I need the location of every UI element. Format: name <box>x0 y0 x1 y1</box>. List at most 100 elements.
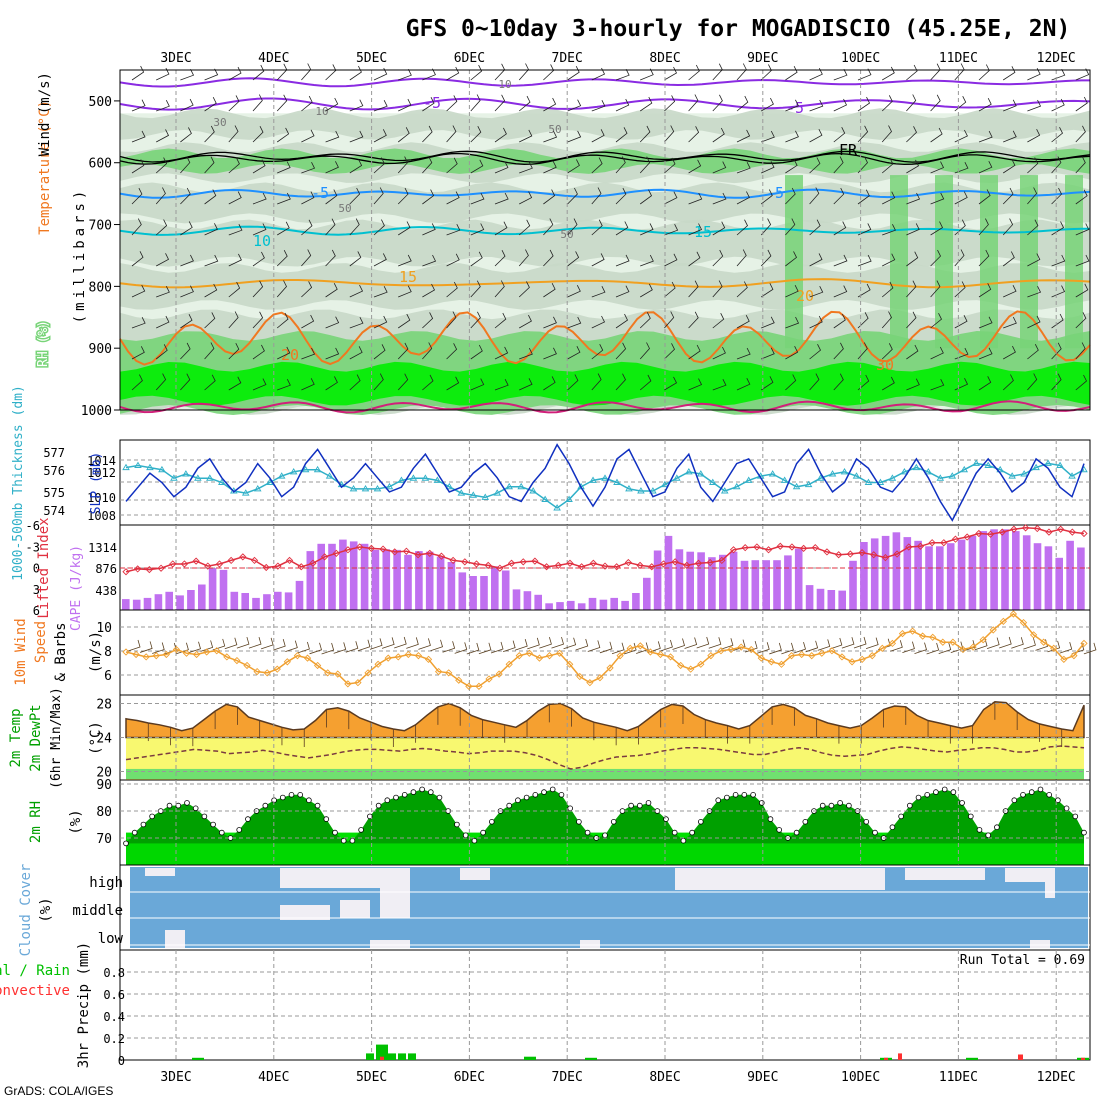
rh2m-point <box>671 829 678 836</box>
wind-barb <box>639 156 651 174</box>
wind-speed-line-point <box>646 648 655 656</box>
rh2m-unit-label: (%) <box>68 809 84 834</box>
wind-barb <box>494 94 506 112</box>
wind-speed-line-point <box>505 660 513 668</box>
wind-speed-line-point <box>122 648 130 656</box>
wind-barb <box>1002 159 1016 174</box>
rh2m-point <box>410 789 417 795</box>
thickness-line-point <box>1044 459 1052 466</box>
wind-barb <box>688 344 701 360</box>
wind10m-barb <box>853 636 867 649</box>
thickness-line-point <box>541 495 549 502</box>
cape-bar <box>393 549 401 610</box>
wind-barb <box>688 126 700 143</box>
wind10m-barb <box>829 637 843 650</box>
rh2m-point <box>436 794 443 801</box>
wind10m-barb <box>890 640 903 652</box>
wind-barb <box>736 281 748 298</box>
thickness-line-point <box>685 468 693 475</box>
wind10m-barb <box>527 637 540 650</box>
wind10m-barb <box>805 640 819 653</box>
pressure-tick: 900 <box>89 342 112 357</box>
wind-barb <box>1002 251 1015 267</box>
wind-barb <box>1003 99 1017 112</box>
wind-barb <box>470 159 484 174</box>
wind-barb <box>906 64 918 81</box>
cape-bar <box>219 569 228 610</box>
cape-bar <box>957 539 966 610</box>
wind-barb <box>615 342 627 360</box>
thickness-line-point <box>241 489 250 496</box>
wind-barb <box>809 99 824 112</box>
bottom-date-label: 11DEC <box>939 1070 978 1085</box>
wind-barb <box>349 346 363 360</box>
thickness-line-point <box>265 478 274 485</box>
wind-barb <box>978 98 992 112</box>
cape-bar <box>979 531 988 610</box>
wind-barb <box>857 283 871 298</box>
wind-speed-line-point <box>263 669 271 677</box>
lifted-index-line-point <box>741 544 749 552</box>
rh2m-point <box>340 837 347 844</box>
wind-speed-line-point <box>545 652 554 660</box>
precip-total-bar <box>376 1044 388 1060</box>
rh-plume <box>980 175 998 349</box>
thickness-tick: 574 <box>43 504 65 518</box>
wind-barb <box>422 189 435 205</box>
wind-barb <box>833 285 848 298</box>
wind-speed-line-point <box>525 649 534 657</box>
cape-bar <box>458 572 467 610</box>
wind-speed-line-point <box>878 644 886 652</box>
wind10m-panel-frame <box>119 609 1091 696</box>
slp-ylabels: 1000-500mb Thickness (dm) SLP (mb) <box>11 385 104 581</box>
wind-barb <box>833 221 847 236</box>
wind-barb <box>494 192 509 205</box>
rh2m-point <box>523 794 530 801</box>
cape-bar <box>295 580 304 610</box>
wind-barb <box>857 254 872 267</box>
wind-barb <box>1003 316 1017 329</box>
wind-speed-line-point <box>1070 652 1078 660</box>
rh2m-point <box>846 802 852 809</box>
wind-barb <box>180 373 191 391</box>
wind10m-barb <box>1047 640 1061 653</box>
rh-plume <box>890 175 908 349</box>
lifted-index-line-point <box>472 560 481 568</box>
wind-speed-line-point <box>636 642 644 650</box>
upper-air-border <box>119 69 1091 411</box>
wind-barb <box>1002 187 1014 205</box>
lifted-index-line-point <box>846 550 854 558</box>
thickness-line-point <box>948 472 957 479</box>
wind-barb <box>228 253 242 267</box>
wind10m-barb <box>236 636 250 649</box>
rh2m-point <box>149 813 155 820</box>
precip-convective-bar <box>898 1053 902 1060</box>
wind-barb <box>881 343 893 360</box>
wind-tick: 6 <box>104 669 112 684</box>
wind-barb <box>1075 283 1089 298</box>
lifted-index-line-point <box>285 556 294 565</box>
wind-barb <box>760 249 772 267</box>
contour-label: 30 <box>876 356 894 374</box>
wind-barb <box>325 130 340 143</box>
upper-air-unit-label: (millibars) <box>72 187 88 324</box>
wind-barb <box>785 374 797 391</box>
wind10m-barb <box>248 637 262 649</box>
wind-barb <box>1051 187 1062 205</box>
rh2m-point <box>750 791 756 798</box>
rh2m-point <box>201 813 208 820</box>
wind-barb <box>930 249 941 267</box>
wind-barb <box>204 156 215 174</box>
wind10m-barb <box>212 638 226 651</box>
wind-barb <box>131 187 143 205</box>
wind10m-barb <box>333 642 347 654</box>
wind-barb <box>446 95 458 112</box>
top-date-label: 8DEC <box>649 51 680 66</box>
lifted-index-line-point <box>507 559 516 567</box>
thickness-tick: 575 <box>43 486 65 500</box>
cape-bar <box>1001 529 1009 611</box>
wind-barb <box>518 281 530 298</box>
wind-barb <box>785 251 798 267</box>
wind-speed-line-point <box>303 654 312 662</box>
wind-barb <box>978 316 993 329</box>
